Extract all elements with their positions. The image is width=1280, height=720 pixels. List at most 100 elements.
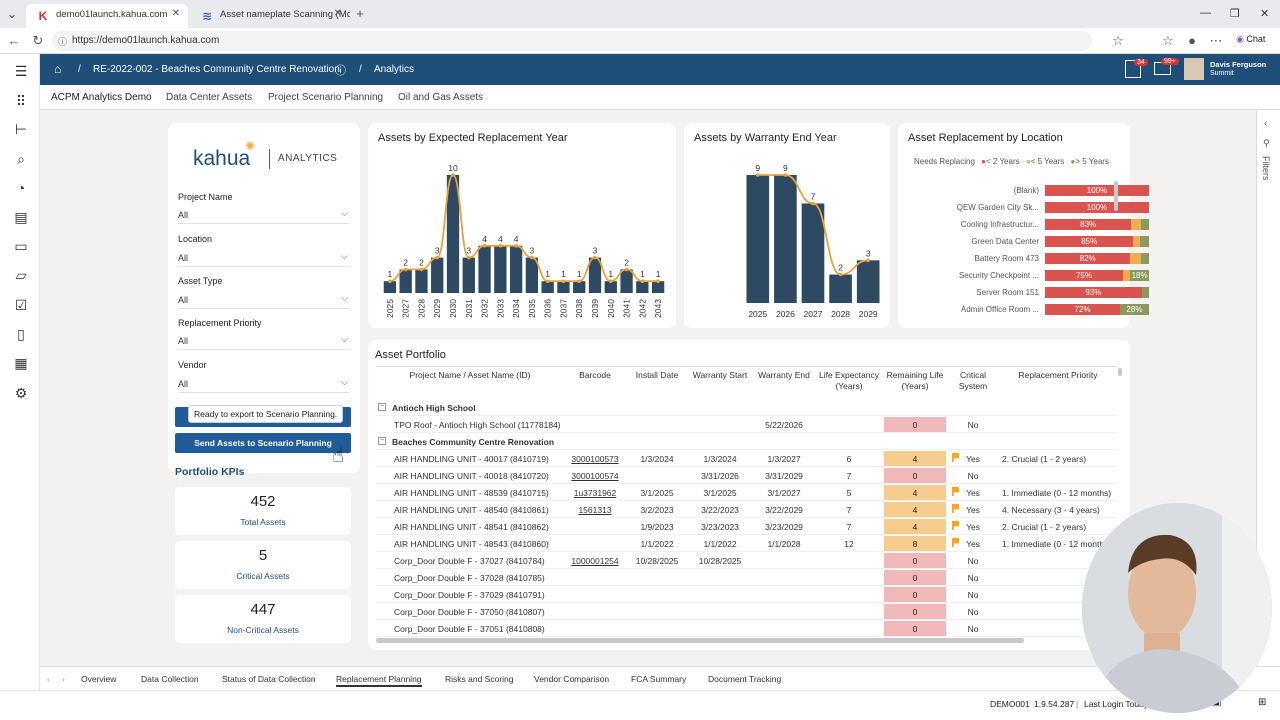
stacked-bar-segment[interactable]: 72% (1045, 304, 1120, 315)
group-row[interactable]: − Beaches Community Centre Renovation (376, 433, 1118, 450)
barcode-link[interactable]: 1000001254 (571, 556, 619, 566)
close-icon[interactable]: ✕ (171, 8, 180, 19)
table-row[interactable]: Corp_Door Double F - 37029 (8410791) 0 No (376, 586, 1118, 603)
apps-grid-icon[interactable]: ⠿ (15, 93, 27, 109)
barcode-link[interactable]: 1u3731962 (573, 488, 617, 498)
column-header[interactable]: Barcode (579, 370, 611, 380)
browser-tab-kahua[interactable]: K demo01launch.kahua.com ✕ (26, 4, 188, 28)
collapse-icon[interactable]: − (378, 437, 386, 445)
bar[interactable] (829, 274, 852, 303)
bar[interactable] (588, 257, 602, 293)
bar[interactable] (478, 245, 491, 293)
address-bar[interactable]: ⓘ https://demo01launch.kahua.com (52, 31, 1092, 51)
stacked-bar-segment[interactable] (1140, 253, 1149, 264)
chart-replacement-year[interactable]: Assets by Expected Replacement Year 1 202… (368, 123, 676, 328)
table-row[interactable]: AIR HANDLING UNIT - 40018 (8410720) 30001… (376, 467, 1118, 484)
bar[interactable] (446, 175, 460, 293)
table-row[interactable]: Corp_Door Double F - 37027 (8410784) 1000… (376, 552, 1118, 569)
page-tab-vendor-comparison[interactable]: Vendor Comparison (534, 674, 610, 684)
bar[interactable] (541, 281, 554, 293)
bar[interactable] (856, 260, 880, 303)
file-icon[interactable]: ▯ (17, 326, 25, 342)
bar[interactable] (557, 281, 570, 293)
copilot-chat-button[interactable]: ◉ Chat (1236, 34, 1265, 45)
browser-tab-nameplate[interactable]: ≋ Asset nameplate Scanning (Mobil ✕ (190, 4, 350, 28)
bar[interactable] (415, 269, 428, 293)
search-icon[interactable]: ⌕ (17, 151, 25, 167)
stacked-bar-segment[interactable] (1140, 219, 1149, 230)
bar[interactable] (620, 269, 633, 293)
collapse-icon[interactable]: − (378, 403, 386, 411)
tab-project-scenario-planning[interactable]: Project Scenario Planning (268, 92, 384, 103)
page-tab-risks-and-scoring[interactable]: Risks and Scoring (445, 674, 514, 684)
bar[interactable] (383, 281, 397, 293)
stacked-bar-segment[interactable]: 75% (1045, 270, 1123, 281)
barcode-link[interactable]: 1561313 (578, 505, 612, 515)
home-icon[interactable]: ⌂ (54, 62, 62, 76)
stacked-bar-segment[interactable] (1130, 253, 1141, 264)
bar[interactable] (604, 281, 617, 293)
bar[interactable] (462, 257, 475, 293)
page-tab-data-collection[interactable]: Data Collection (141, 674, 199, 684)
mail-icon[interactable]: 99+ (1154, 58, 1179, 75)
tab-acpm-analytics-demo[interactable]: ACPM Analytics Demo (51, 92, 152, 103)
page-tab-document-tracking[interactable]: Document Tracking (708, 674, 782, 684)
bar[interactable] (509, 245, 523, 293)
prev-page-icon[interactable]: ‹ (47, 674, 50, 684)
breadcrumb-section[interactable]: Analytics (374, 64, 415, 75)
minimize-icon[interactable]: — (1200, 7, 1211, 19)
chart-warranty-end-year[interactable]: Assets by Warranty End Year 9 2025 9 2026 7 2… (684, 123, 890, 328)
close-icon[interactable]: ✕ (333, 8, 342, 19)
table-row[interactable]: AIR HANDLING UNIT - 48539 (8410715) 1u373… (376, 484, 1118, 501)
close-window-icon[interactable]: ✕ (1260, 8, 1270, 20)
more-icon[interactable]: ⋯ (1209, 33, 1223, 48)
stacked-bar-segment[interactable] (1141, 287, 1149, 298)
building-icon[interactable]: ▦ (14, 355, 28, 371)
vertical-scrollbar[interactable] (1118, 368, 1122, 376)
page-tab-replacement-planning[interactable]: Replacement Planning (336, 674, 422, 687)
table-row[interactable]: AIR HANDLING UNIT - 48543 (8410860) 1/1/2… (376, 535, 1118, 552)
stacked-bar-segment[interactable]: 18% (1130, 270, 1149, 281)
bar[interactable] (399, 269, 412, 293)
send-assets-button[interactable]: Send Assets to Scenario Planning (175, 433, 351, 453)
info-icon[interactable]: ⓘ (335, 65, 346, 77)
tasks-icon[interactable]: 34 (1125, 59, 1148, 78)
site-info-icon[interactable]: ⓘ (58, 37, 68, 47)
slicer-location[interactable]: All ⌵ (178, 249, 350, 267)
tab-oil-and-gas-assets[interactable]: Oil and Gas Assets (398, 92, 484, 103)
tab-data-center-assets[interactable]: Data Center Assets (166, 92, 253, 103)
collections-icon[interactable]: ☆ (1162, 33, 1174, 48)
messages-icon[interactable]: ▭ (14, 238, 28, 254)
stacked-bar-segment[interactable] (1123, 270, 1131, 281)
column-header[interactable]: Warranty Start (692, 370, 748, 380)
table-row[interactable]: Corp_Door Double F - 37050 (8410807) 0 No (376, 603, 1118, 620)
bar[interactable] (525, 257, 539, 293)
stacked-bar-segment[interactable] (1139, 236, 1149, 247)
table-row[interactable]: Corp_Door Double F - 37051 (8410808) 0 No (376, 620, 1118, 637)
chart-replacement-by-location[interactable]: Asset Replacement by Location Needs Repl… (898, 123, 1149, 328)
stacked-bar-segment[interactable]: 100% (1045, 202, 1149, 213)
page-tab-status-of-data-collection[interactable]: Status of Data Collection (222, 674, 316, 684)
stacked-bar-segment[interactable] (1131, 219, 1141, 230)
refresh-icon[interactable]: ↻ (32, 33, 44, 48)
column-header[interactable]: Replacement Priority (1018, 370, 1098, 380)
slicer-asset-type[interactable]: All ⌵ (178, 291, 350, 309)
column-header[interactable]: Remaining Life (Years) (886, 370, 944, 391)
table-row[interactable]: Corp_Door Double F - 37028 (8410785) 0 No (376, 569, 1118, 586)
stacked-bar-segment[interactable]: 83% (1045, 219, 1132, 230)
bar[interactable] (494, 245, 507, 293)
table-row[interactable]: AIR HANDLING UNIT - 48541 (8410862) 1/9/2… (376, 518, 1118, 535)
scrollbar[interactable] (1114, 181, 1118, 211)
back-icon[interactable]: ← (7, 33, 21, 48)
page-tab-overview[interactable]: Overview (81, 674, 117, 684)
column-header[interactable]: Warranty End (758, 370, 810, 380)
breadcrumb-project[interactable]: RE-2022-002 - Beaches Community Centre R… (93, 64, 340, 75)
stacked-bar-segment[interactable]: 93% (1045, 287, 1142, 298)
slicer-vendor[interactable]: All ⌵ (178, 375, 350, 393)
stacked-bar-segment[interactable]: 28% (1119, 304, 1149, 315)
hierarchy-icon[interactable]: ⊢ (14, 121, 28, 137)
slicer-project-name[interactable]: All ⌵ (178, 206, 350, 224)
stacked-bar-segment[interactable]: 85% (1045, 236, 1134, 247)
analytics-icon[interactable]: ◔ (16, 180, 26, 196)
page-tab-fca-summary[interactable]: FCA Summary (631, 674, 687, 684)
